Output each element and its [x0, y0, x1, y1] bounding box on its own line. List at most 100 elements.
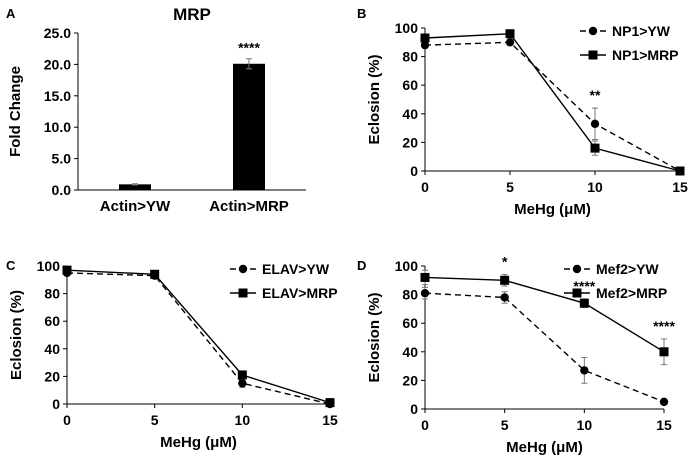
y-tick-label: 100: [395, 20, 419, 36]
y-tick-label: 20: [44, 368, 60, 384]
series-line-yw: [66, 272, 331, 405]
x-axis-label: MeHg (μM): [160, 434, 237, 451]
chart-title: MRP: [173, 5, 211, 24]
data-point-square: [150, 269, 160, 279]
x-axis-label: MeHg (μM): [506, 439, 583, 456]
legend-marker-circle: [588, 26, 598, 36]
y-tick-label: 20: [402, 372, 418, 388]
data-point-square: [675, 166, 685, 176]
bar: [233, 63, 265, 190]
panel-letter-d: D: [357, 258, 366, 273]
data-point-circle: [500, 293, 509, 302]
legend-label: ELAV>YW: [262, 261, 330, 277]
x-axis-label: MeHg (μM): [514, 201, 591, 218]
data-point-square: [420, 33, 430, 43]
y-tick-label: 0: [410, 163, 418, 179]
series-line-yw: [424, 292, 665, 403]
legend-label: NP1>YW: [612, 23, 671, 39]
legend-marker-circle: [238, 264, 248, 274]
x-tick-label: 10: [577, 417, 593, 433]
significance-label: ****: [238, 40, 260, 56]
y-axis-label: Eclosion (%): [8, 290, 25, 380]
panel-letter-a: A: [6, 6, 16, 21]
panel-letter-c: C: [6, 258, 16, 273]
y-tick-label: 10.0: [44, 119, 71, 135]
y-tick-label: 25.0: [44, 25, 71, 41]
x-tick-label: Actin>YW: [100, 198, 171, 215]
data-point-square: [62, 265, 72, 275]
y-tick-label: 20: [402, 134, 418, 150]
y-tick-label: 80: [44, 286, 60, 302]
x-tick-label: 15: [322, 412, 338, 428]
legend-label: NP1>MRP: [612, 47, 679, 63]
significance-label: ****: [653, 318, 675, 334]
y-tick-label: 80: [402, 49, 418, 65]
bar: [119, 184, 151, 190]
y-tick-label: 15.0: [44, 88, 71, 104]
legend-label: Mef2>MRP: [596, 285, 667, 301]
significance-label: *: [502, 254, 508, 270]
y-axis-label: Eclosion (%): [366, 292, 383, 382]
y-tick-label: 40: [402, 106, 418, 122]
y-tick-label: 60: [402, 77, 418, 93]
y-tick-label: 100: [395, 258, 419, 274]
x-tick-label: 10: [587, 179, 603, 195]
x-tick-label: 10: [235, 412, 251, 428]
panel-d: D 0 20 40 60 80 100 0 5 10 15 MeHg (μM) Eclosion (%)…: [357, 254, 675, 456]
y-axis-label: Eclosion (%): [366, 54, 383, 144]
y-tick-label: 0.0: [52, 182, 72, 198]
panel-b: B 0 20 40 60 80 100 0 5 10 15 MeHg (μM) Eclosion (%)…: [357, 6, 688, 218]
panel-a: A MRP 0.0 5.0 10.0 15.0 20.0 25.0 Fold Change Act…: [6, 5, 306, 215]
data-point-circle: [505, 38, 515, 47]
x-tick-label: 0: [63, 412, 71, 428]
y-tick-label: 0: [410, 401, 418, 417]
series-line-mrp: [424, 276, 665, 353]
series-line-mrp: [66, 269, 331, 404]
legend-label: ELAV>MRP: [262, 285, 338, 301]
y-tick-label: 20.0: [44, 56, 71, 72]
significance-label: **: [590, 87, 601, 103]
series-line-mrp: [424, 33, 681, 172]
legend-label: Mef2>YW: [596, 261, 659, 277]
y-tick-label: 0: [52, 396, 60, 412]
data-point-circle: [590, 119, 600, 129]
x-tick-label: 5: [151, 412, 159, 428]
y-tick-label: 5.0: [52, 151, 72, 167]
x-tick-label: 0: [421, 179, 429, 195]
y-tick-label: 60: [402, 315, 418, 331]
legend-marker-square: [588, 50, 598, 60]
panel-c: C 0 20 40 60 80 100 0 5 10 15 MeHg (μM) Eclosion (%)…: [6, 258, 338, 451]
y-tick-label: 80: [402, 287, 418, 303]
y-tick-label: 60: [44, 313, 60, 329]
significance-label: ****: [573, 278, 595, 294]
x-tick-label: 15: [672, 179, 688, 195]
series-line-yw: [424, 41, 681, 172]
legend-marker-circle: [572, 264, 582, 274]
y-tick-label: 40: [44, 341, 60, 357]
data-point-square: [420, 272, 430, 282]
data-point-circle: [580, 366, 589, 375]
data-point-square: [237, 370, 247, 380]
data-point-square: [590, 143, 600, 153]
data-point-square: [500, 275, 510, 285]
data-point-circle: [420, 288, 430, 298]
y-tick-label: 40: [402, 344, 418, 360]
data-point-square: [659, 347, 669, 357]
x-tick-label: 0: [421, 417, 429, 433]
legend-marker-square: [572, 288, 582, 298]
x-tick-label: Actin>MRP: [209, 198, 289, 215]
data-point-square: [325, 398, 335, 408]
legend-marker-square: [238, 288, 248, 298]
data-point-circle: [238, 379, 247, 388]
y-axis-label: Fold Change: [7, 66, 24, 157]
x-tick-label: 15: [656, 417, 672, 433]
x-tick-label: 5: [506, 179, 514, 195]
panel-letter-b: B: [357, 6, 366, 21]
data-point-square: [579, 298, 589, 308]
x-tick-label: 5: [501, 417, 509, 433]
data-point-circle: [420, 40, 430, 50]
data-point-circle: [659, 397, 669, 407]
data-point-square: [505, 29, 515, 39]
y-tick-label: 100: [37, 258, 61, 274]
